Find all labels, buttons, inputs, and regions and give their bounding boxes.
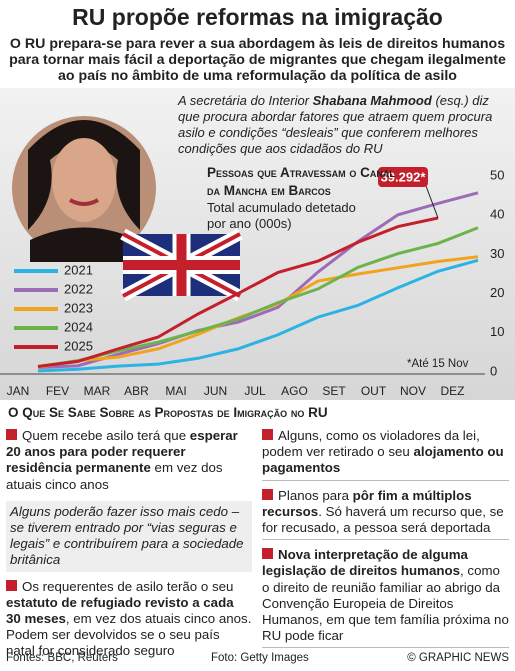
credit: © GRAPHIC NEWS bbox=[407, 652, 509, 664]
column: Alguns, como os violadores da lei, podem… bbox=[262, 426, 509, 653]
text-segment: , em vez dos atuais cinco anos. Podem se… bbox=[6, 611, 252, 659]
line bbox=[37, 258, 479, 373]
legend-label: 2021 bbox=[64, 262, 93, 277]
text-segment: esperar 20 anos para poder requerer resi… bbox=[6, 428, 238, 476]
legend-label: 2023 bbox=[64, 300, 93, 315]
y-tick-label: 10 bbox=[490, 324, 504, 339]
uk-flag bbox=[120, 228, 243, 302]
bullet bbox=[262, 548, 273, 560]
y-tick-label: 20 bbox=[490, 285, 504, 300]
annotation: *Até 15 Nov bbox=[407, 358, 469, 370]
item: Alguns poderão fazer isso mais cedo – se… bbox=[6, 500, 252, 572]
item: Planos para pôr fim a múltiplos recursos… bbox=[262, 486, 509, 541]
x-tick-label: FEV bbox=[46, 384, 69, 398]
x-tick-label: MAR bbox=[84, 384, 111, 398]
callout-line bbox=[425, 185, 439, 219]
x-tick-label: NOV bbox=[400, 384, 426, 398]
text-segment: Alguns poderão fazer isso mais cedo – se… bbox=[10, 503, 244, 568]
bullet bbox=[6, 579, 17, 591]
item: Quem recebe asilo terá que esperar 20 an… bbox=[6, 426, 252, 496]
x-tick-label: ABR bbox=[124, 384, 149, 398]
text-segment: Shabana Mahmood bbox=[312, 93, 432, 108]
y-tick-label: 30 bbox=[490, 246, 504, 261]
text-segment: , como o direito de reunião familiar ao … bbox=[262, 563, 509, 644]
item: Os requerentes de asilo terão o seu esta… bbox=[6, 577, 252, 663]
text-segment: Alguns, como os violadores da lei, podem… bbox=[262, 428, 480, 460]
item: Nova interpretação de alguma legislação … bbox=[262, 545, 509, 649]
x-tick-label: AGO bbox=[281, 384, 308, 398]
value-label: 39.292* bbox=[381, 169, 427, 184]
text-segment: . Só haverá um recurso que, se for recus… bbox=[262, 503, 504, 536]
subtitle: O RU prepara-se para rever a sua abordag… bbox=[9, 36, 506, 84]
y-tick-label: 0 bbox=[490, 363, 497, 378]
x-tick-label: JAN bbox=[7, 384, 30, 398]
portrait bbox=[12, 116, 156, 262]
text-segment: Quem recebe asilo terá que bbox=[22, 428, 190, 443]
text-segment: Planos para bbox=[278, 487, 353, 503]
x-tick-label: SET bbox=[322, 384, 346, 398]
column: Quem recebe asilo terá que esperar 20 an… bbox=[6, 426, 252, 668]
section-title: O Que Se Sabe Sobre as Propostas de Imig… bbox=[8, 405, 328, 420]
x-tick-label: OUT bbox=[361, 384, 387, 398]
quote: A secretária do Interior Shabana Mahmood… bbox=[178, 93, 510, 157]
legend-label: 2025 bbox=[64, 338, 93, 353]
text-segment: pôr fim a múltiplos recursos bbox=[262, 487, 472, 519]
item: Alguns, como os violadores da lei, podem… bbox=[262, 426, 509, 481]
line bbox=[37, 216, 439, 368]
legend-label: 2022 bbox=[64, 281, 93, 296]
photo-credit: Foto: Getty Images bbox=[211, 652, 309, 664]
bullet bbox=[6, 429, 17, 440]
text-segment: Nova interpretação de alguma legislação … bbox=[262, 547, 468, 579]
x-tick-label: MAI bbox=[165, 384, 186, 398]
legend-label: 2024 bbox=[64, 319, 93, 334]
callout-box bbox=[378, 167, 428, 187]
text-segment: estatuto de refugiado revisto a cada 30 … bbox=[6, 594, 234, 627]
sources: Fontes: BBC, Reuters bbox=[6, 652, 118, 664]
y-tick-label: 50 bbox=[490, 167, 504, 182]
text-segment: alojamento ou pagamentos bbox=[262, 444, 504, 476]
text-segment: Os requerentes de asilo terão o seu bbox=[22, 578, 234, 594]
x-tick-label: DEZ bbox=[441, 384, 465, 398]
bullet bbox=[262, 429, 273, 440]
chart-title: Pessoas que Atravessam o Canal da Mancha… bbox=[207, 165, 395, 198]
bullet bbox=[262, 488, 273, 500]
title: RU propõe reformas na imigração bbox=[72, 4, 443, 30]
text-segment: A secretária do Interior bbox=[178, 93, 313, 108]
text-segment: (esq.) diz que procura abordar fatores q… bbox=[178, 93, 493, 156]
x-tick-label: JUN bbox=[204, 384, 227, 398]
chart-subtitle: Total acumulado detetado por ano (000s) bbox=[207, 200, 356, 231]
x-tick-label: JUL bbox=[244, 384, 266, 398]
text-segment: em vez dos atuais cinco anos bbox=[6, 460, 223, 492]
y-tick-label: 40 bbox=[490, 207, 504, 222]
